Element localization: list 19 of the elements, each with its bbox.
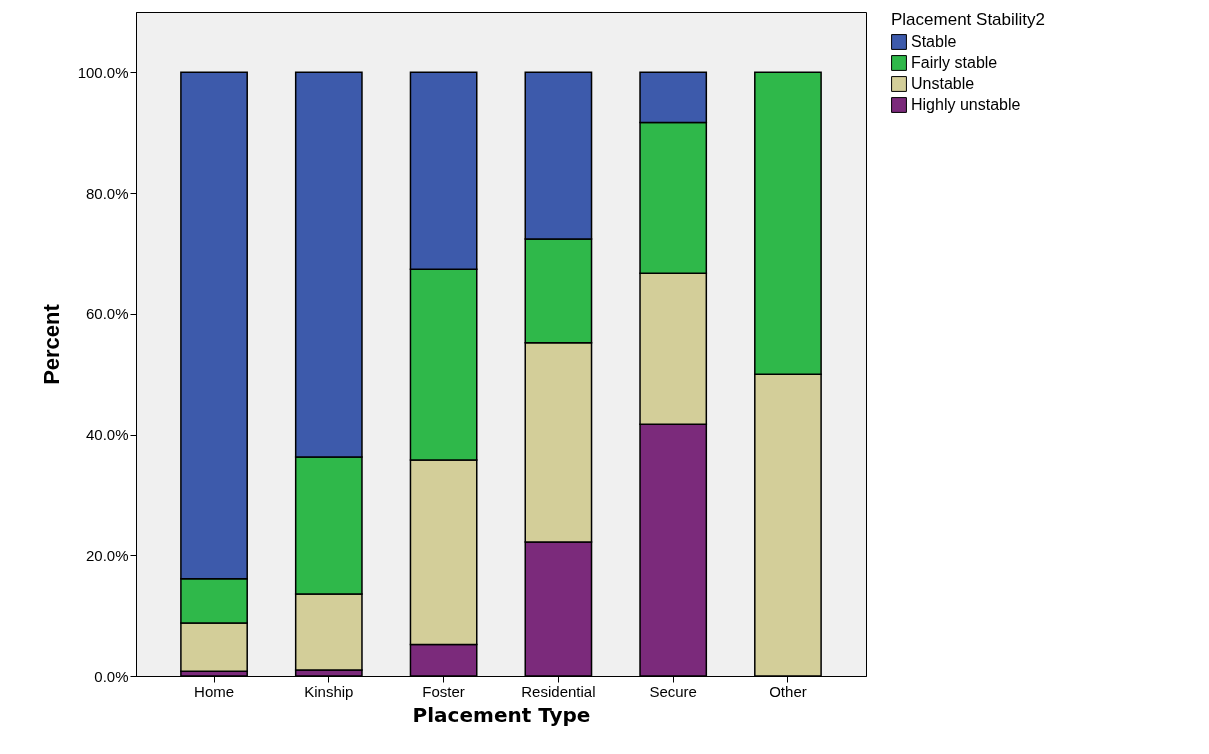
legend-title: Placement Stability2	[891, 10, 1046, 29]
x-tick-label: Foster	[422, 682, 465, 700]
y-tick-label: 100.0%	[77, 63, 129, 81]
legend-label: Fairly stable	[911, 54, 998, 71]
legend-label: Unstable	[911, 75, 975, 92]
legend-label: Stable	[911, 33, 957, 50]
y-tick-label: 80.0%	[85, 184, 129, 202]
y-tick-label: 0.0%	[94, 667, 129, 685]
y-tick-label: 60.0%	[85, 305, 129, 323]
x-tick-label: Secure	[649, 682, 697, 700]
y-tick-label: 40.0%	[85, 426, 129, 444]
x-tick-label: Other	[769, 682, 807, 700]
x-tick-label: Residential	[521, 682, 596, 700]
x-tick-label: Kinship	[304, 682, 354, 700]
legend-label: Highly unstable	[911, 96, 1021, 113]
y-tick-label: 20.0%	[85, 546, 129, 564]
x-tick-label: Home	[194, 682, 235, 700]
y-axis-title: Percent	[38, 303, 64, 385]
x-axis-title: Placement Type	[412, 702, 591, 727]
